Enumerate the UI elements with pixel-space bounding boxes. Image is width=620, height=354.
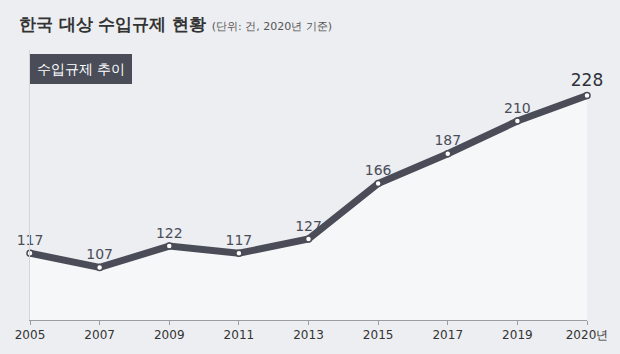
svg-text:117: 117 — [17, 232, 44, 248]
svg-text:107: 107 — [86, 246, 113, 262]
svg-text:187: 187 — [434, 132, 461, 148]
svg-text:한국 대상 수입규제 현황 (단위: 건, 2020년 기준: 한국 대상 수입규제 현황 (단위: 건, 2020년 기준) — [19, 14, 332, 34]
svg-text:122: 122 — [156, 225, 183, 241]
svg-text:수입규제 추이: 수입규제 추이 — [37, 61, 125, 77]
svg-text:166: 166 — [365, 162, 392, 178]
svg-text:2005: 2005 — [15, 328, 46, 342]
svg-text:2007: 2007 — [84, 328, 115, 342]
svg-text:127: 127 — [295, 218, 322, 234]
svg-text:2020년: 2020년 — [566, 328, 609, 342]
svg-text:2009: 2009 — [154, 328, 185, 342]
svg-text:228: 228 — [571, 70, 603, 90]
svg-text:2017: 2017 — [432, 328, 463, 342]
svg-text:2015: 2015 — [363, 328, 394, 342]
svg-text:2019: 2019 — [502, 328, 533, 342]
svg-text:210: 210 — [504, 100, 531, 116]
svg-text:2013: 2013 — [293, 328, 324, 342]
svg-text:2011: 2011 — [224, 328, 255, 342]
svg-text:117: 117 — [226, 232, 253, 248]
